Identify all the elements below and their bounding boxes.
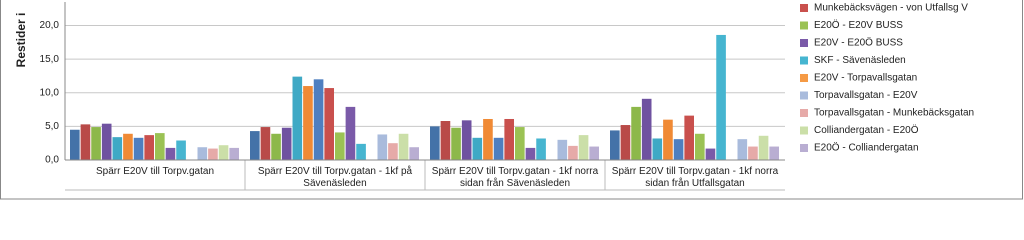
- bar: [525, 147, 536, 160]
- legend-swatch: [800, 56, 808, 65]
- bar: [377, 134, 388, 160]
- bar: [292, 76, 303, 160]
- x-tick-label: Spärr E20V till Torpv.gatan - 1kf på Säv…: [257, 166, 413, 189]
- legend-label: E20V - E20Ö BUSS: [814, 37, 903, 49]
- bar: [557, 139, 568, 160]
- bar: [631, 106, 641, 160]
- bar: [281, 127, 292, 160]
- legend-swatch: [800, 109, 808, 117]
- bar: [758, 135, 769, 160]
- legend-label: SKF - Sävenäsleden: [814, 55, 906, 66]
- y-tick-label: 20,0: [40, 20, 60, 31]
- legend-label: E20V - Torpavallsgatan: [814, 73, 917, 84]
- bar: [271, 133, 281, 160]
- bar: [324, 88, 334, 160]
- y-axis-label: Restider i: [14, 13, 28, 68]
- y-tick-label: 15,0: [40, 54, 60, 65]
- legend-label: E20Ö - Colliandergatan: [814, 142, 919, 154]
- bar: [335, 132, 345, 160]
- bar: [409, 147, 419, 160]
- legend-swatch: [800, 144, 808, 152]
- bar: [663, 119, 673, 160]
- legend-swatch: [800, 4, 808, 12]
- bar: [345, 106, 356, 160]
- y-tick-label: 5,0: [45, 121, 59, 132]
- bar: [568, 145, 578, 160]
- legend-label: E20Ö - E20V BUSS: [814, 19, 903, 31]
- bar: [176, 140, 186, 160]
- bar: [123, 133, 133, 160]
- bar: [451, 127, 461, 160]
- y-tick-label: 0,0: [45, 155, 59, 166]
- bar: [101, 123, 112, 160]
- chart-svg: Restider i 0,0 5,0 10,0 15,0 20,0 Munkebäcksv…: [0, 0, 1023, 200]
- bar: [80, 124, 91, 160]
- bar: [589, 146, 599, 160]
- bar: [673, 139, 684, 160]
- bar: [493, 137, 504, 160]
- bar: [695, 133, 705, 160]
- bar: [483, 118, 493, 160]
- bar: [737, 139, 748, 160]
- bar: [610, 130, 620, 160]
- bar: [218, 145, 229, 160]
- legend-swatch: [800, 74, 808, 82]
- bar: [620, 125, 631, 160]
- bar: [461, 120, 472, 160]
- bar: [748, 146, 758, 160]
- bar: [504, 118, 514, 160]
- bar: [91, 127, 101, 160]
- bar: [208, 148, 218, 160]
- bar: [578, 135, 589, 160]
- bar: [705, 148, 716, 160]
- bar: [398, 133, 409, 160]
- bar: [716, 34, 726, 160]
- x-tick-label: Spärr E20V till Torpv.gatan - 1kf norra …: [431, 166, 599, 189]
- bar: [250, 131, 260, 160]
- bar: [70, 129, 80, 160]
- bar: [472, 137, 483, 160]
- bar: [356, 143, 366, 160]
- legend-label: Munkebäcksvägen - von Utfallsg V: [814, 3, 968, 14]
- legend-swatch: [800, 126, 808, 135]
- bar: [133, 137, 144, 160]
- y-tick-label: 10,0: [40, 87, 60, 98]
- x-tick-label: Spärr E20V till Torpv.gatan - 1kf norra …: [611, 166, 779, 189]
- bar: [536, 138, 546, 160]
- x-tick-label: Spärr E20V till Torpv.gatan: [95, 166, 215, 177]
- bar: [769, 146, 779, 160]
- bar: [430, 126, 440, 160]
- chart-frame: [0, 0, 1023, 200]
- bar: [515, 127, 525, 160]
- bar: [197, 147, 208, 160]
- legend-label: Torpavallsgatan - E20V: [814, 90, 918, 101]
- bar: [144, 135, 154, 160]
- legend-swatch: [800, 91, 808, 100]
- bar: [388, 143, 398, 160]
- bar: [165, 147, 176, 160]
- bar: [155, 133, 165, 160]
- chart: Restider i 0,0 5,0 10,0 15,0 20,0 Munkebäcksv…: [0, 0, 1024, 200]
- bar: [229, 147, 239, 160]
- bar: [303, 86, 313, 160]
- bar: [112, 137, 123, 160]
- legend-label: Torpavallsgatan - Munkebäcksgatan: [814, 108, 974, 119]
- bar: [313, 79, 324, 160]
- legend-swatch: [800, 39, 808, 47]
- legend-label: Colliandergatan - E20Ö: [814, 124, 919, 136]
- bar: [641, 98, 652, 160]
- bar: [440, 121, 451, 160]
- bar: [652, 138, 663, 160]
- legend-swatch: [800, 21, 808, 30]
- bar: [260, 127, 271, 160]
- bar: [684, 115, 694, 160]
